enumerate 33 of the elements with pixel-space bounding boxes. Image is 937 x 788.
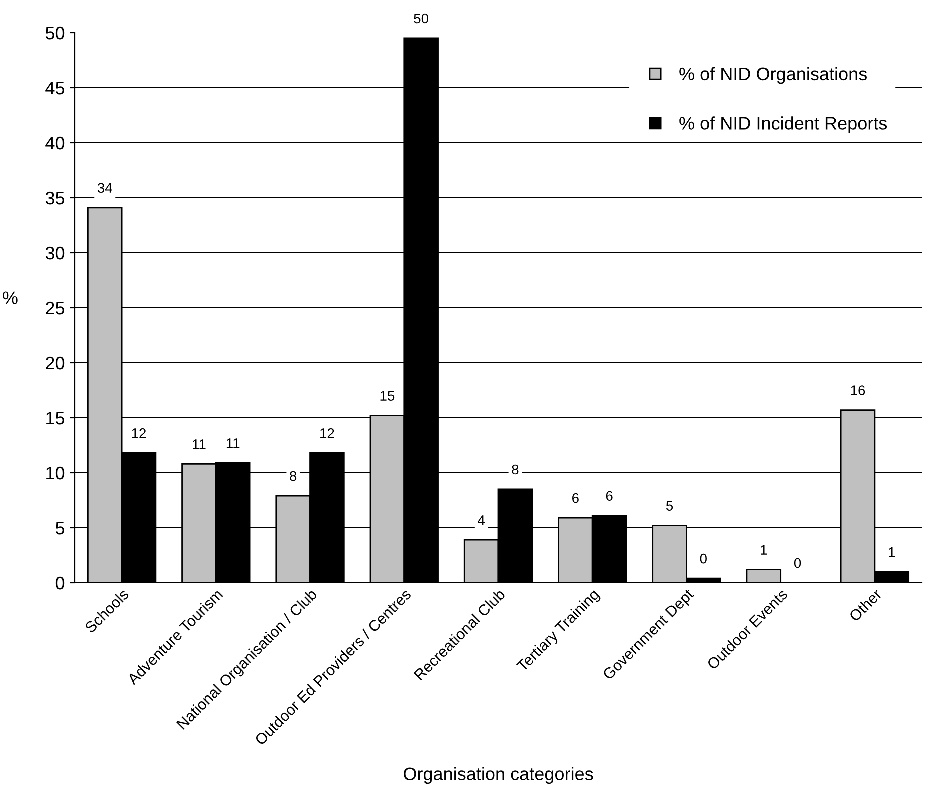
y-tick-label: 35 [46, 192, 65, 205]
y-tick-label: 45 [46, 82, 65, 95]
data-label: 5 [666, 501, 674, 511]
data-label: 1 [889, 547, 896, 558]
x-axis-title: Organisation categories [404, 767, 594, 784]
data-label: 11 [193, 440, 206, 450]
y-tick-label: 0 [56, 576, 65, 590]
data-label: 8 [512, 464, 519, 475]
y-tick-label: 25 [46, 302, 65, 315]
y-tick-label: 15 [46, 412, 65, 425]
y-tick-label: 30 [46, 246, 65, 260]
y-tick-label: 50 [46, 26, 65, 40]
y-tick-label: 40 [46, 136, 65, 150]
y-tick-label: 10 [46, 466, 65, 480]
data-label: 12 [320, 428, 334, 438]
data-label: 8 [290, 471, 297, 482]
data-label: 6 [572, 493, 579, 504]
data-label: 6 [606, 491, 613, 502]
y-tick-label: 5 [56, 522, 65, 535]
data-label: 0 [700, 554, 707, 564]
data-label: 12 [132, 428, 146, 438]
data-label: 4 [478, 516, 486, 526]
data-label: 1 [761, 545, 768, 555]
data-label: 34 [98, 183, 112, 194]
y-tick-label: 20 [46, 356, 65, 370]
legend-label: % of NID Incident Reports [680, 116, 888, 134]
data-label: 11 [226, 438, 240, 448]
data-label: 15 [380, 391, 395, 401]
y-axis-title: % [3, 292, 18, 304]
data-label: 16 [851, 386, 866, 396]
data-label: 0 [794, 558, 802, 568]
data-label: 50 [414, 14, 429, 24]
legend-label: % of NID Organisations [680, 67, 867, 84]
